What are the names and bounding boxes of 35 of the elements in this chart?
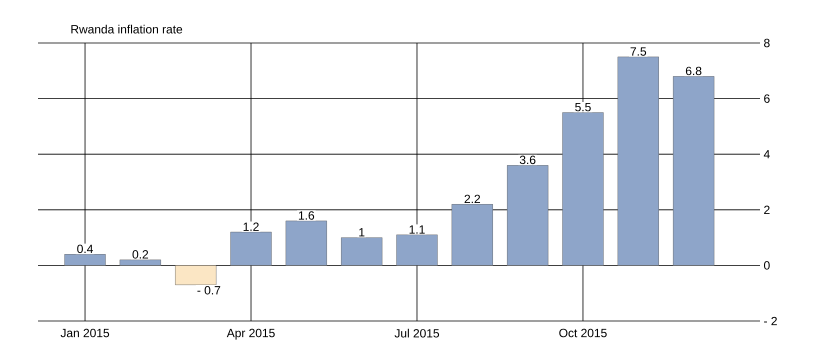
x-tick-label: Oct 2015 bbox=[559, 328, 607, 338]
bar bbox=[672, 76, 714, 266]
bar bbox=[618, 56, 659, 266]
bar bbox=[340, 237, 382, 266]
data-label: 1.1 bbox=[410, 225, 425, 234]
y-tick-label: 4 bbox=[764, 150, 770, 158]
y-tick-label: 8 bbox=[764, 38, 770, 48]
data-label: - 0.7 bbox=[197, 286, 220, 295]
data-label: 1.2 bbox=[244, 222, 259, 231]
bar bbox=[64, 254, 106, 266]
data-label: 6.8 bbox=[686, 66, 702, 76]
data-label: 0.2 bbox=[132, 250, 148, 259]
bar bbox=[562, 112, 604, 266]
data-label: 0.4 bbox=[77, 244, 93, 254]
chart-title: Rwanda inflation rate bbox=[71, 24, 182, 34]
x-tick-label: Jul 2015 bbox=[394, 328, 440, 338]
y-tick-label: 6 bbox=[764, 94, 770, 103]
bar bbox=[230, 232, 272, 266]
data-label: 7.5 bbox=[630, 47, 646, 56]
bar bbox=[506, 165, 548, 266]
bar bbox=[175, 265, 216, 286]
data-label: 2.2 bbox=[464, 194, 480, 204]
bar bbox=[452, 204, 493, 266]
x-tick-label: Jan 2015 bbox=[60, 328, 110, 338]
bar bbox=[396, 234, 438, 266]
data-label: 1.6 bbox=[298, 211, 314, 220]
y-tick-label: - 2 bbox=[764, 316, 777, 326]
x-tick-label: Apr 2015 bbox=[226, 328, 275, 340]
data-label: 1 bbox=[359, 228, 364, 236]
bar bbox=[120, 260, 162, 266]
data-label: 5.5 bbox=[575, 102, 591, 112]
y-tick-label: 0 bbox=[764, 261, 770, 270]
y-tick-label: 2 bbox=[764, 206, 770, 214]
bar bbox=[286, 220, 328, 266]
data-label: 3.6 bbox=[520, 156, 536, 164]
